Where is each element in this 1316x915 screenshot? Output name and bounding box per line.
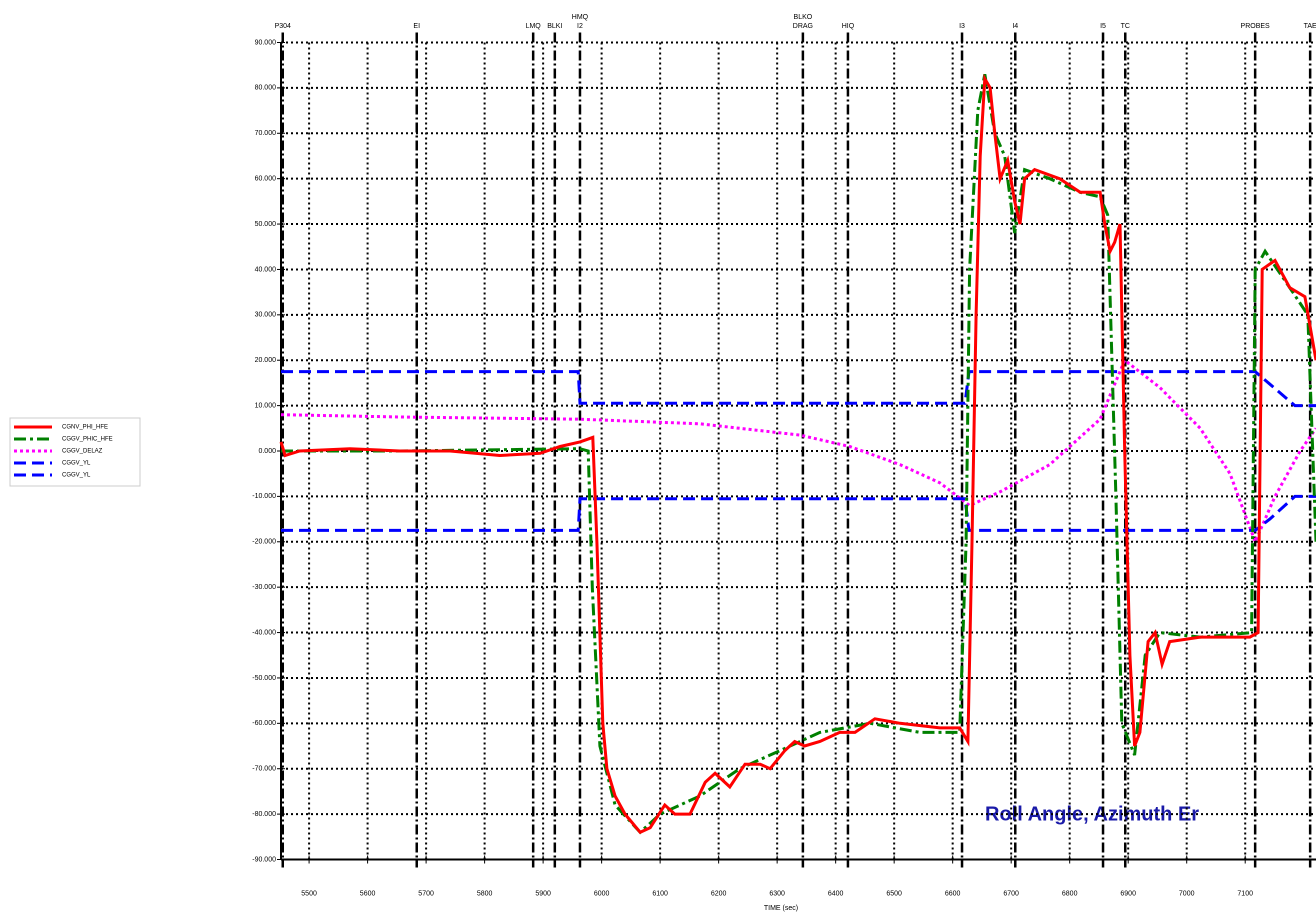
y-tick-label: 90.000 xyxy=(255,39,277,46)
legend-label: CGGV_YL xyxy=(62,473,91,479)
series-line xyxy=(281,494,1316,532)
x-tick-label: 5600 xyxy=(360,890,376,897)
y-tick-label: -90.000 xyxy=(252,856,276,863)
y-tick-label: 70.000 xyxy=(255,130,277,137)
x-tick-label: 5800 xyxy=(477,890,493,897)
y-tick-label: 10.000 xyxy=(255,402,277,409)
legend-label: CGGV_PHIC_HFE xyxy=(62,437,113,443)
x-tick-label: 6500 xyxy=(886,890,902,897)
y-tick-label: -10.000 xyxy=(252,493,276,500)
x-tick-label: 5500 xyxy=(301,890,317,897)
y-tick-label: -30.000 xyxy=(252,584,276,591)
event-label: I5 xyxy=(1100,23,1106,30)
x-axis-label: TIME (sec) xyxy=(764,905,798,912)
event-label: I2 xyxy=(577,23,583,30)
y-tick-label: 60.000 xyxy=(255,176,277,183)
x-tick-label: 6800 xyxy=(1062,890,1078,897)
y-tick-label: -20.000 xyxy=(252,539,276,546)
event-label: TC xyxy=(1121,23,1130,30)
event-label: HIQ xyxy=(842,23,855,30)
y-tick-label: -50.000 xyxy=(252,675,276,682)
y-tick-label: 40.000 xyxy=(255,266,277,273)
series-line xyxy=(281,370,1316,408)
y-tick-label: -40.000 xyxy=(252,629,276,636)
event-label: HMQ xyxy=(572,14,589,21)
x-tick-label: 6300 xyxy=(769,890,785,897)
event-label: DRAG xyxy=(793,23,813,30)
legend-label: CGNV_PHI_HFE xyxy=(62,425,108,431)
x-tick-label: 6100 xyxy=(652,890,668,897)
event-label: P304 xyxy=(275,23,291,30)
event-label: I4 xyxy=(1012,23,1018,30)
x-tick-label: 6000 xyxy=(594,890,610,897)
y-tick-label: 80.000 xyxy=(255,85,277,92)
x-tick-label: 7000 xyxy=(1179,890,1195,897)
y-tick-label: -60.000 xyxy=(252,720,276,727)
series-line xyxy=(281,74,1316,835)
y-tick-label: 50.000 xyxy=(255,221,277,228)
event-label: I3 xyxy=(959,23,965,30)
x-tick-label: 6700 xyxy=(1003,890,1019,897)
event-label: TAE xyxy=(1304,23,1316,30)
event-label: BLKI xyxy=(547,23,562,30)
x-tick-label: 6400 xyxy=(828,890,844,897)
y-tick-label: 20.000 xyxy=(255,357,277,364)
event-label: PROBES xyxy=(1241,23,1271,30)
y-tick-label: -70.000 xyxy=(252,766,276,773)
x-tick-label: 6600 xyxy=(945,890,961,897)
event-label: EI xyxy=(413,23,420,30)
x-tick-label: 6200 xyxy=(711,890,727,897)
series-line xyxy=(279,73,1316,835)
y-tick-label: 30.000 xyxy=(255,312,277,319)
x-tick-label: 6900 xyxy=(1120,890,1136,897)
event-label: LMQ xyxy=(526,23,542,30)
y-tick-label: 0.000 xyxy=(258,448,276,455)
legend-label: CGGV_DELAZ xyxy=(62,449,103,455)
y-tick-label: -80.000 xyxy=(252,811,276,818)
x-tick-label: 7100 xyxy=(1237,890,1253,897)
event-label: BLKO xyxy=(794,14,813,21)
x-tick-label: 5900 xyxy=(535,890,551,897)
legend-box xyxy=(9,417,141,487)
legend-label: CGGV_YL xyxy=(62,461,91,467)
x-tick-label: 5700 xyxy=(418,890,434,897)
